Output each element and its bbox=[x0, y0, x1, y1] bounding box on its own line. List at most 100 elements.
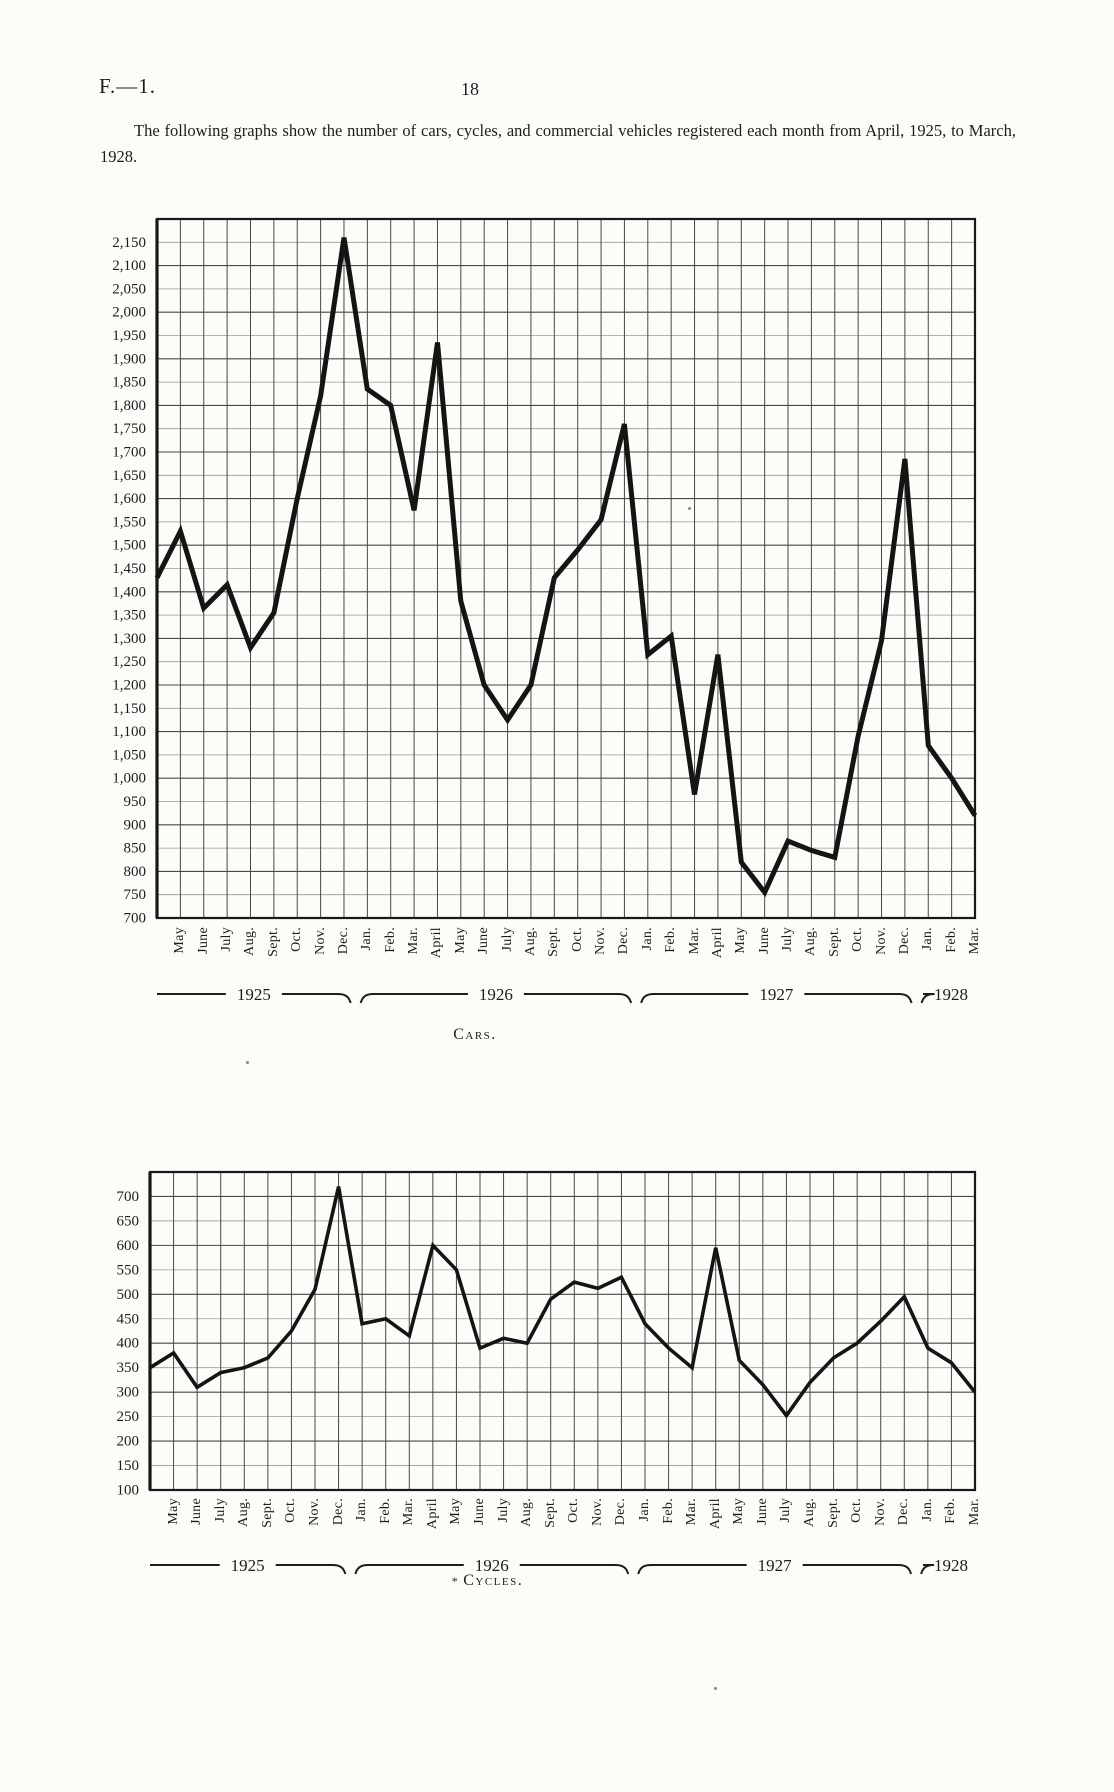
x-tick-label: Sept. bbox=[265, 927, 281, 957]
x-tick-label: Mar. bbox=[401, 1498, 417, 1526]
x-tick-label: May bbox=[165, 1498, 181, 1525]
x-tick-label: Oct. bbox=[283, 1498, 299, 1523]
y-tick-label: 250 bbox=[117, 1409, 140, 1425]
x-tick-label: April bbox=[424, 1498, 440, 1530]
x-tick-label: June bbox=[756, 927, 772, 954]
x-tick-label: Feb. bbox=[377, 1498, 393, 1524]
scan-speck bbox=[246, 1061, 249, 1064]
x-tick-label: Mar. bbox=[967, 927, 982, 955]
x-tick-label: Mar. bbox=[967, 1498, 982, 1526]
x-tick-label: Oct. bbox=[289, 927, 305, 952]
y-tick-label: 1,500 bbox=[112, 538, 146, 554]
x-tick-label: Feb. bbox=[943, 927, 959, 953]
y-tick-label: 2,000 bbox=[112, 305, 146, 321]
x-tick-label: Dec. bbox=[613, 1498, 629, 1526]
x-tick-label: Aug. bbox=[236, 1498, 252, 1527]
y-tick-label: 1,900 bbox=[112, 351, 146, 367]
y-tick-label: 1,650 bbox=[112, 468, 146, 484]
x-tick-label: Feb. bbox=[660, 1498, 676, 1524]
x-tick-label: Nov. bbox=[873, 927, 889, 955]
year-label: 1927 bbox=[759, 985, 794, 1004]
year-label: 1926 bbox=[475, 1556, 509, 1575]
y-tick-label: 1,700 bbox=[112, 445, 146, 461]
y-tick-label: 650 bbox=[117, 1213, 140, 1229]
y-tick-label: 1,100 bbox=[112, 724, 146, 740]
cars-data-line bbox=[154, 237, 978, 898]
year-bracket bbox=[920, 993, 935, 1004]
cars-plot-area: 2,150 2,100 2,050 2,000 1,950 1,900 1,850 1,800… bbox=[112, 217, 978, 927]
x-tick-label: Mar. bbox=[686, 927, 702, 955]
x-tick-label: May bbox=[733, 927, 749, 954]
x-tick-label: July bbox=[499, 927, 515, 952]
y-tick-label: 850 bbox=[124, 841, 147, 857]
x-tick-label: April bbox=[709, 927, 725, 959]
year-bracket bbox=[359, 993, 633, 1004]
x-tick-label: May bbox=[452, 927, 468, 954]
x-tick-label: May bbox=[731, 1498, 747, 1525]
x-tick-label: Dec. bbox=[335, 927, 351, 955]
x-tick-label: Oct. bbox=[566, 1498, 582, 1523]
x-tick-label: Sept. bbox=[259, 1498, 275, 1528]
x-tick-label: Sept. bbox=[825, 1498, 841, 1528]
y-tick-label: 350 bbox=[117, 1360, 140, 1376]
year-bracket bbox=[157, 993, 352, 1004]
x-tick-label: Mar. bbox=[684, 1498, 700, 1526]
year-label: 1927 bbox=[758, 1556, 793, 1575]
scan-speck bbox=[688, 507, 691, 510]
year-bracket bbox=[637, 1564, 913, 1575]
x-tick-label: Oct. bbox=[849, 1498, 865, 1523]
y-tick-label: 2,100 bbox=[112, 258, 146, 274]
year-bracket bbox=[150, 1564, 347, 1575]
y-tick-label: 500 bbox=[117, 1287, 140, 1303]
y-tick-label: 1,850 bbox=[112, 375, 146, 391]
x-tick-label: July bbox=[219, 927, 235, 952]
x-tick-label: June bbox=[754, 1498, 770, 1525]
y-tick-label: 1,550 bbox=[112, 514, 146, 530]
x-tick-label: Nov. bbox=[593, 927, 609, 955]
x-tick-label: Jan. bbox=[637, 1498, 652, 1522]
year-label: 1928 bbox=[934, 985, 968, 1004]
y-tick-label: 2,150 bbox=[112, 235, 146, 251]
y-tick-label: 1,750 bbox=[112, 421, 146, 437]
y-tick-label: 1,600 bbox=[112, 491, 146, 507]
y-tick-label: 1,950 bbox=[112, 328, 146, 344]
y-tick-label: 2,050 bbox=[112, 281, 146, 297]
x-tick-label: Dec. bbox=[330, 1498, 346, 1526]
y-tick-label: 1,200 bbox=[112, 678, 146, 694]
y-tick-label: 100 bbox=[117, 1483, 140, 1499]
x-tick-label: June bbox=[472, 1498, 487, 1525]
y-tick-label: 150 bbox=[117, 1458, 140, 1474]
y-tick-label: 1,250 bbox=[112, 654, 146, 670]
cars-caption-text: Cars. bbox=[453, 1026, 497, 1043]
x-tick-label: Nov. bbox=[307, 1498, 322, 1526]
x-tick-label: Feb. bbox=[943, 1498, 959, 1524]
year-label: 1925 bbox=[231, 1556, 265, 1575]
y-tick-label: 700 bbox=[124, 911, 147, 927]
cycles-caption-mark: * bbox=[451, 1574, 458, 1588]
cycles-data-line bbox=[149, 1186, 977, 1419]
x-tick-label: Sept. bbox=[542, 1498, 558, 1528]
y-tick-label: 950 bbox=[124, 794, 147, 810]
x-tick-label: Nov. bbox=[589, 1498, 605, 1526]
y-tick-label: 600 bbox=[117, 1238, 140, 1254]
x-tick-label: June bbox=[195, 927, 211, 954]
x-tick-label: Dec. bbox=[896, 1498, 912, 1526]
x-tick-label: Jan. bbox=[920, 927, 936, 951]
x-tick-label: Jan. bbox=[639, 927, 655, 951]
y-tick-label: 1,000 bbox=[112, 771, 146, 787]
x-tick-label: June bbox=[189, 1498, 205, 1525]
y-tick-label: 800 bbox=[124, 864, 147, 880]
x-tick-label: Mar. bbox=[406, 927, 422, 955]
y-tick-label: 1,400 bbox=[112, 584, 146, 600]
x-tick-label: Jan. bbox=[354, 1498, 370, 1522]
intro-paragraph: The following graphs show the number of … bbox=[100, 121, 1016, 166]
x-tick-label: Aug. bbox=[802, 1498, 817, 1527]
x-tick-label: Aug. bbox=[242, 927, 258, 956]
x-tick-label: Jan. bbox=[359, 927, 375, 951]
x-tick-label: Nov. bbox=[872, 1498, 888, 1526]
x-tick-label: Aug. bbox=[803, 927, 819, 956]
x-tick-label: May bbox=[448, 1498, 464, 1525]
page-number: 18 bbox=[461, 79, 479, 99]
y-tick-label: 1,050 bbox=[112, 747, 146, 763]
